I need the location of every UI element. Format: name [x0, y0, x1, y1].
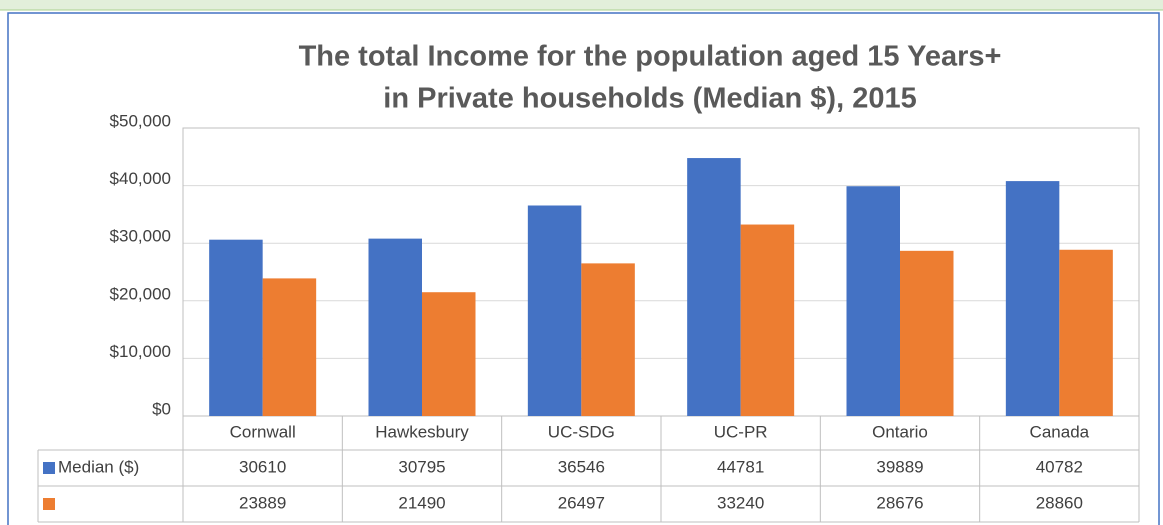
y-tick-label: $30,000 — [110, 227, 171, 246]
data-label: 44781 — [717, 457, 764, 476]
bar — [422, 292, 476, 416]
data-label: 28860 — [1036, 493, 1083, 512]
chart-title: in Private households (Median $), 2015 — [383, 83, 916, 115]
top-strip — [0, 0, 1163, 10]
bar — [1059, 249, 1113, 416]
bar — [262, 278, 317, 416]
bar — [740, 224, 795, 416]
chart-title: The total Income for the population aged… — [299, 41, 1002, 73]
data-label: 23889 — [239, 493, 286, 512]
data-label: 30610 — [239, 457, 286, 476]
bar — [687, 158, 741, 416]
bar — [1005, 181, 1060, 416]
x-tick-label: Ontario — [872, 422, 928, 441]
y-tick-label: $0 — [152, 399, 171, 418]
x-tick-label: Hawkesbury — [375, 422, 469, 441]
y-tick-label: $50,000 — [110, 111, 171, 130]
data-label: 28676 — [876, 493, 923, 512]
x-tick-label: UC-PR — [714, 422, 768, 441]
data-label: 33240 — [717, 493, 764, 512]
data-label: 36546 — [558, 457, 605, 476]
x-tick-label: UC-SDG — [548, 422, 615, 441]
bar — [900, 250, 954, 416]
data-label: 39889 — [876, 457, 923, 476]
data-label: 40782 — [1036, 457, 1083, 476]
y-tick-label: $40,000 — [110, 169, 171, 188]
legend-label: Median ($) — [58, 457, 139, 476]
x-tick-label: Cornwall — [230, 422, 296, 441]
bar — [527, 205, 582, 416]
bar — [209, 239, 263, 416]
y-tick-label: $20,000 — [110, 284, 171, 303]
bar — [581, 263, 635, 416]
data-label: 26497 — [558, 493, 605, 512]
bar — [368, 238, 422, 416]
y-tick-label: $10,000 — [110, 342, 171, 361]
x-tick-label: Canada — [1030, 422, 1090, 441]
data-label: 30795 — [398, 457, 445, 476]
bar — [846, 186, 900, 416]
data-label: 21490 — [398, 493, 445, 512]
chart-frame — [7, 12, 1160, 525]
plot-border — [182, 127, 1140, 417]
legend-key — [43, 462, 55, 474]
legend-key — [43, 498, 55, 510]
